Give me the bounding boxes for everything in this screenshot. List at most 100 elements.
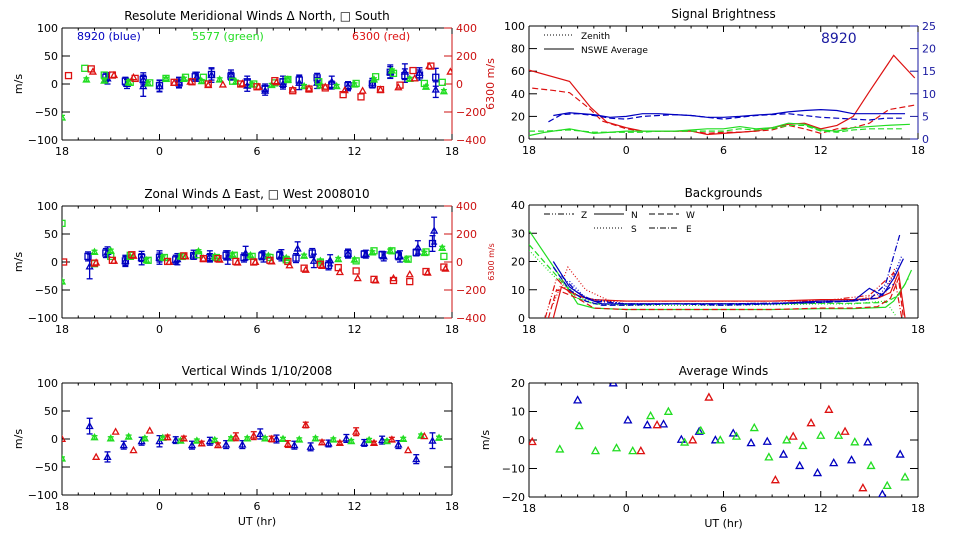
data-point-triangle bbox=[329, 435, 338, 443]
y-tick-label: 20 bbox=[511, 110, 525, 123]
data-point-triangle bbox=[806, 418, 816, 427]
data-point-triangle bbox=[358, 86, 367, 94]
legend-label: N bbox=[631, 211, 638, 221]
data-point-triangle bbox=[109, 256, 119, 264]
plot-area bbox=[62, 417, 444, 465]
data-point-square bbox=[84, 252, 92, 261]
data-point-triangle bbox=[226, 434, 236, 442]
data-point-triangle bbox=[882, 480, 892, 490]
y2-axis-label: 6300 m/s bbox=[487, 243, 496, 281]
series-line-6300-nswe-average bbox=[529, 54, 916, 136]
x-tick-label: 12 bbox=[814, 144, 828, 157]
data-point-square bbox=[389, 276, 398, 285]
data-point-square bbox=[412, 248, 420, 257]
data-point-triangle bbox=[642, 420, 652, 429]
data-point-triangle bbox=[306, 442, 315, 450]
data-point-triangle bbox=[829, 457, 839, 467]
data-point-triangle bbox=[439, 86, 448, 95]
plot-area bbox=[529, 54, 916, 137]
data-point-square bbox=[389, 69, 398, 78]
data-point-triangle bbox=[300, 251, 309, 259]
data-point-triangle bbox=[145, 426, 154, 434]
x-tick-label: 0 bbox=[156, 323, 163, 336]
chart-title: Vertical Winds 1/10/2008 bbox=[182, 364, 333, 378]
data-point-triangle bbox=[283, 439, 292, 448]
data-point-triangle bbox=[90, 247, 99, 255]
data-point-triangle bbox=[324, 439, 333, 447]
data-point-triangle bbox=[243, 434, 252, 442]
data-point-triangle bbox=[704, 392, 714, 401]
data-point-square bbox=[282, 256, 290, 264]
data-point-square bbox=[189, 252, 198, 260]
y-tick-label: 80 bbox=[511, 43, 525, 56]
data-point-square bbox=[204, 80, 212, 88]
data-point-triangle bbox=[410, 74, 419, 82]
data-point-triangle bbox=[332, 81, 341, 90]
data-point-triangle bbox=[728, 428, 738, 437]
y-tick-label: −100 bbox=[28, 489, 58, 502]
x-tick-label: 0 bbox=[156, 500, 163, 513]
y2-tick-label: 15 bbox=[922, 65, 936, 78]
x-tick-label: 18 bbox=[445, 145, 459, 158]
data-point-triangle bbox=[222, 440, 231, 448]
data-point-triangle bbox=[365, 435, 374, 444]
data-point-triangle bbox=[205, 436, 214, 445]
data-point-square bbox=[100, 71, 108, 79]
data-point-triangle bbox=[770, 475, 780, 484]
data-point-triangle bbox=[158, 433, 167, 441]
x-tick-label: 18 bbox=[911, 323, 925, 336]
y-tick-label: 0 bbox=[51, 78, 58, 91]
data-point-square bbox=[316, 260, 325, 268]
chart-title: Average Winds bbox=[679, 364, 769, 378]
data-point-triangle bbox=[696, 425, 706, 435]
data-point-triangle bbox=[846, 455, 857, 464]
data-point-square bbox=[162, 74, 170, 83]
data-point-square bbox=[440, 263, 448, 271]
data-point-triangle bbox=[782, 435, 792, 444]
data-point-square bbox=[284, 257, 292, 266]
data-point-triangle bbox=[394, 440, 403, 448]
data-point-triangle bbox=[405, 74, 414, 83]
data-point-triangle bbox=[878, 489, 887, 497]
data-point-square bbox=[188, 78, 196, 86]
y2-tick-label: 20 bbox=[922, 43, 936, 56]
y2-tick-label: −400 bbox=[456, 312, 486, 325]
data-point-triangle bbox=[840, 426, 850, 435]
data-point-square bbox=[315, 78, 323, 86]
data-point-square bbox=[370, 275, 378, 284]
data-point-triangle bbox=[301, 420, 310, 429]
x-tick-label: 0 bbox=[156, 145, 163, 158]
data-point-square bbox=[334, 263, 342, 272]
data-point-square bbox=[313, 74, 321, 82]
data-point-square bbox=[228, 77, 237, 85]
data-point-triangle bbox=[179, 434, 188, 442]
legend-label: E bbox=[686, 225, 692, 235]
data-point-triangle bbox=[111, 427, 120, 435]
data-point-triangle bbox=[645, 410, 656, 420]
data-point-triangle bbox=[317, 438, 327, 446]
data-point-square bbox=[432, 73, 440, 81]
data-point-square bbox=[144, 256, 152, 264]
data-point-triangle bbox=[163, 432, 172, 441]
data-point-square bbox=[305, 85, 313, 93]
data-point-triangle bbox=[623, 415, 633, 424]
data-point-square bbox=[289, 87, 297, 95]
data-point-triangle bbox=[352, 427, 361, 435]
y-tick-label: −100 bbox=[28, 312, 58, 325]
series-line-8920-nswe-average bbox=[553, 109, 906, 118]
data-point-triangle bbox=[764, 452, 774, 461]
data-point-triangle bbox=[62, 434, 67, 443]
y-tick-label: 100 bbox=[37, 200, 58, 213]
x-tick-label: 12 bbox=[348, 323, 362, 336]
data-point-triangle bbox=[278, 434, 288, 443]
data-point-triangle bbox=[85, 421, 94, 430]
x-tick-label: 18 bbox=[55, 500, 69, 513]
data-point-triangle bbox=[295, 435, 304, 443]
data-point-triangle bbox=[311, 434, 320, 442]
y2-tick-label: −200 bbox=[456, 284, 486, 297]
data-point-triangle bbox=[746, 438, 756, 447]
data-point-triangle bbox=[119, 440, 128, 449]
data-point-triangle bbox=[833, 430, 844, 439]
data-point-square bbox=[396, 81, 404, 89]
